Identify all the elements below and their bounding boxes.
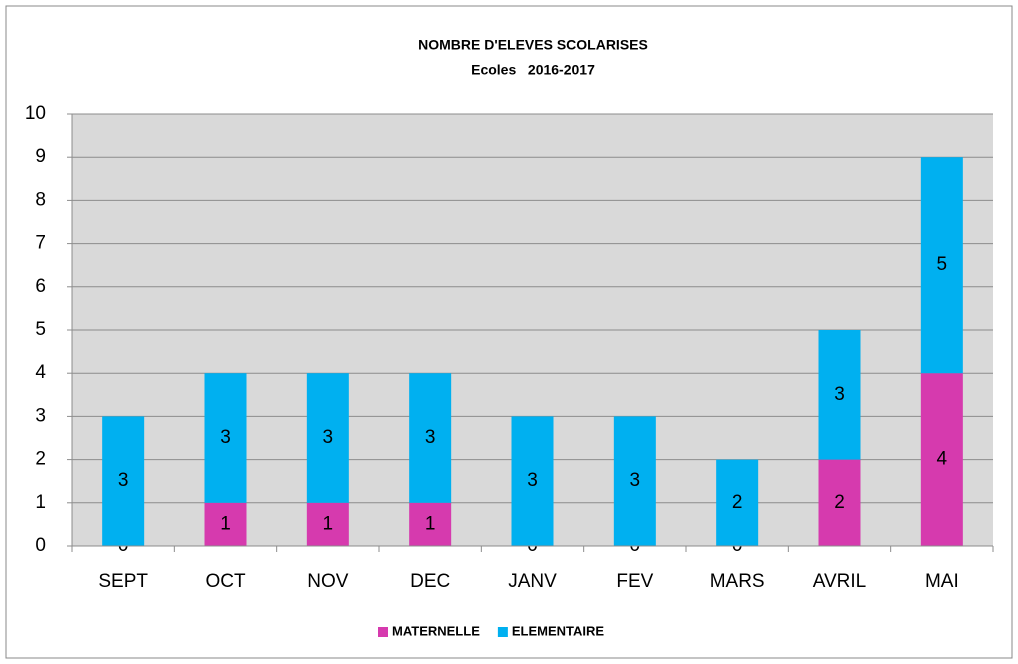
x-tick-label: MARS xyxy=(710,571,765,592)
y-tick-label: 3 xyxy=(35,405,46,426)
y-tick-label: 1 xyxy=(35,492,46,513)
bar-segment xyxy=(511,416,554,546)
y-tick-label: 8 xyxy=(35,189,46,210)
x-tick-label: DEC xyxy=(410,571,450,592)
legend-swatch xyxy=(497,627,508,637)
value-label: 3 xyxy=(834,384,845,405)
bar-segment xyxy=(818,330,861,460)
x-tick-label: JANV xyxy=(508,571,557,592)
chart-title: NOMBRE D'ELEVES SCOLARISES xyxy=(418,37,648,53)
value-label: 1 xyxy=(323,513,334,534)
x-tick-label: FEV xyxy=(616,571,653,592)
x-tick-label: OCT xyxy=(205,571,246,592)
value-label: 3 xyxy=(323,427,334,448)
value-label: 2 xyxy=(732,492,743,513)
x-tick-label: NOV xyxy=(307,571,349,592)
legend-label: ELEMENTAIRE xyxy=(512,623,605,638)
y-tick-label: 5 xyxy=(35,319,46,340)
value-label: 5 xyxy=(937,254,948,275)
bar-segment xyxy=(102,416,145,546)
x-tick-label: AVRIL xyxy=(813,571,867,592)
y-tick-label: 0 xyxy=(35,535,46,556)
bar-segment xyxy=(818,459,861,546)
y-tick-label: 7 xyxy=(35,233,46,254)
bar-segment xyxy=(306,502,349,546)
bar-segment xyxy=(409,502,452,546)
value-label: 1 xyxy=(425,513,436,534)
y-tick-label: 6 xyxy=(35,276,46,297)
value-label: 3 xyxy=(220,427,231,448)
bar-segment xyxy=(716,459,759,546)
y-tick-label: 9 xyxy=(35,146,46,167)
value-label: 3 xyxy=(527,470,538,491)
bar-segment xyxy=(204,502,247,546)
value-label: 3 xyxy=(425,427,436,448)
value-label: 4 xyxy=(937,449,948,470)
legend-label: MATERNELLE xyxy=(392,623,480,638)
bar-segment xyxy=(204,373,247,503)
x-tick-label: SEPT xyxy=(98,571,148,592)
bar-segment xyxy=(409,373,452,503)
x-tick-label: MAI xyxy=(925,571,959,592)
bar-segment xyxy=(920,157,963,374)
y-tick-label: 4 xyxy=(35,362,46,383)
bar-segment xyxy=(920,373,963,546)
bar-segment xyxy=(306,373,349,503)
y-tick-label: 2 xyxy=(35,449,46,470)
y-tick-label: 10 xyxy=(25,103,46,124)
value-label: 3 xyxy=(118,470,129,491)
value-label: 1 xyxy=(220,513,231,534)
chart-subtitle: Ecoles 2016-2017 xyxy=(471,62,595,78)
legend-swatch xyxy=(378,627,388,637)
value-label: 2 xyxy=(834,492,845,513)
value-label: 3 xyxy=(630,470,641,491)
bar-segment xyxy=(613,416,656,546)
